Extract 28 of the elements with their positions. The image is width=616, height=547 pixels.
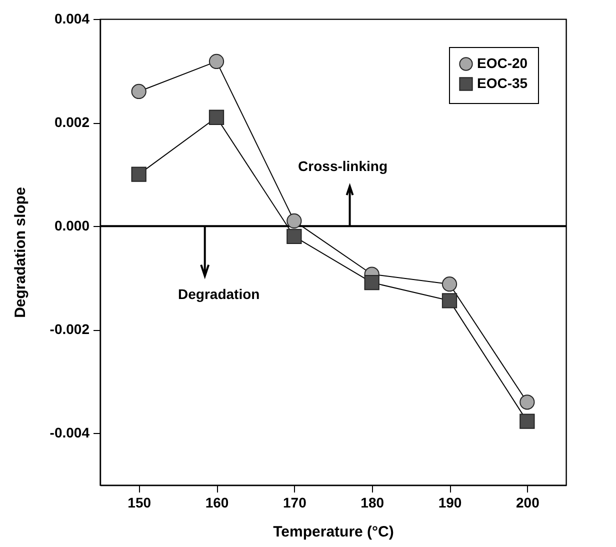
point xyxy=(520,414,535,429)
x-tick-label: 170 xyxy=(282,494,307,510)
point xyxy=(286,213,302,228)
annotation: Cross-linking xyxy=(298,158,388,174)
point xyxy=(208,110,224,125)
point xyxy=(131,166,146,182)
point xyxy=(520,394,535,410)
legend-label: EOC-20 xyxy=(477,55,528,71)
y-tick-label: 0.000 xyxy=(54,218,90,234)
point xyxy=(286,228,302,244)
x-tick-label: 180 xyxy=(360,494,384,510)
y-tick-label: 0.002 xyxy=(54,114,90,130)
y-tick-label: 0.004 xyxy=(54,10,90,26)
x-tick-label: 190 xyxy=(438,494,462,510)
x-tick-label: 150 xyxy=(128,494,152,510)
y-tick-label: -0.002 xyxy=(50,321,90,338)
legend-label: EOC-35 xyxy=(477,75,528,91)
annotation: Degradation xyxy=(178,286,260,302)
point xyxy=(442,276,458,292)
y-tick-label: -0.004 xyxy=(50,424,90,441)
x-tick-label: 160 xyxy=(205,494,229,510)
point xyxy=(364,274,380,290)
point xyxy=(131,84,146,100)
x-tick-label: 200 xyxy=(516,494,540,510)
x-axis-title: Temperature (°C) xyxy=(273,524,394,540)
point xyxy=(442,293,458,308)
y-axis-title: Degradation slope xyxy=(12,187,29,318)
point xyxy=(208,54,224,70)
